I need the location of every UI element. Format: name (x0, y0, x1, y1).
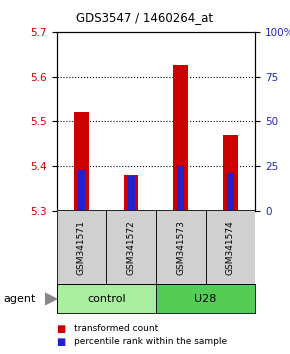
Bar (128, 176, 135, 211)
Text: GSM341574: GSM341574 (226, 220, 235, 275)
Bar (223, 135, 238, 211)
Text: ■: ■ (57, 337, 66, 347)
Text: ■: ■ (57, 324, 66, 333)
Polygon shape (45, 293, 57, 305)
Bar (124, 175, 139, 211)
Text: agent: agent (3, 294, 35, 304)
Bar (227, 173, 234, 211)
Bar (156, 210, 206, 285)
Text: percentile rank within the sample: percentile rank within the sample (74, 337, 227, 346)
Bar (57, 284, 156, 313)
Bar (177, 166, 184, 211)
Bar (106, 210, 156, 285)
Bar (78, 170, 85, 211)
Bar (57, 210, 106, 285)
Text: GSM341573: GSM341573 (176, 220, 185, 275)
Text: GDS3547 / 1460264_at: GDS3547 / 1460264_at (77, 11, 213, 24)
Bar (74, 112, 89, 211)
Text: control: control (87, 294, 126, 304)
Text: GSM341572: GSM341572 (126, 220, 135, 275)
Bar (206, 210, 255, 285)
Text: transformed count: transformed count (74, 324, 158, 333)
Bar (173, 65, 188, 211)
Text: GSM341571: GSM341571 (77, 220, 86, 275)
Text: U28: U28 (194, 294, 217, 304)
Bar (156, 284, 255, 313)
